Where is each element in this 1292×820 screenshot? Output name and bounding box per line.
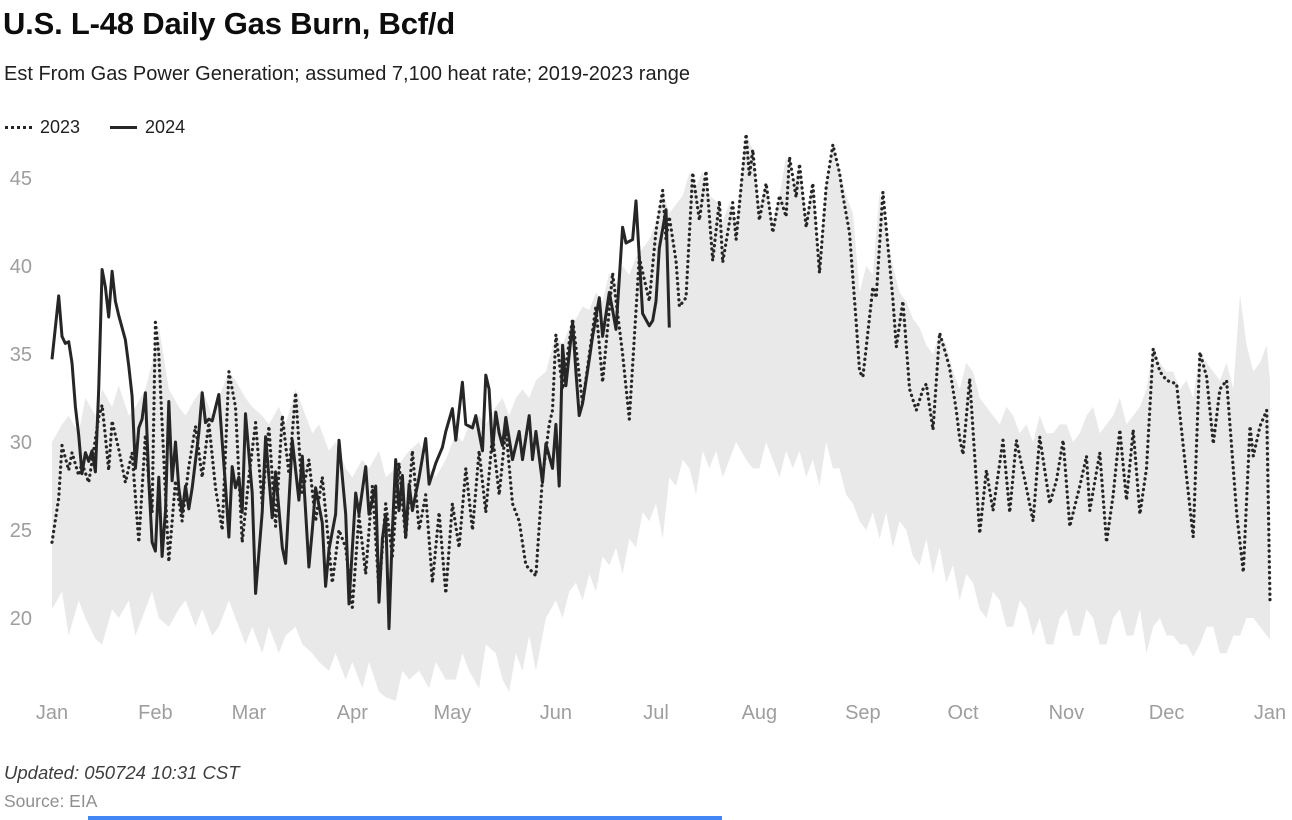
x-axis-tick-Dec: Dec [1149,702,1185,724]
legend-label-2023: 2023 [40,117,81,137]
legend-item-2023: 2023 [5,117,80,138]
y-axis-tick-45: 45 [10,168,32,190]
gas-burn-line-chart: Jan Feb Mar Apr May Jun Jul Aug Sep Oct Nov Dec Jan 2… [10,132,1286,724]
solid-line-swatch-icon [110,126,138,129]
x-axis-tick-May: May [434,702,472,724]
x-axis-tick-Jan: Jan [1254,702,1286,724]
x-axis-tick-Feb: Feb [138,702,172,724]
chart-subtitle: Est From Gas Power Generation; assumed 7… [4,63,690,85]
y-axis-tick-25: 25 [10,520,32,542]
range-band-2019-2023 [52,134,1270,701]
y-axis-tick-20: 20 [10,608,32,630]
chart-area: Jan Feb Mar Apr May Jun Jul Aug Sep Oct Nov Dec Jan 2… [10,132,1286,724]
x-axis-tick-Aug: Aug [742,702,778,724]
series-2023-line [50,132,1272,609]
x-axis-tick-Jan: Jan [36,702,68,724]
legend-item-2024: 2024 [110,117,185,138]
x-axis-tick-Oct: Oct [947,702,979,724]
x-axis-tick-Mar: Mar [232,702,267,724]
x-axis-tick-Apr: Apr [337,702,368,724]
y-axis-tick-40: 40 [10,256,32,278]
chart-legend: 2023 2024 [5,117,185,138]
y-axis-tick-30: 30 [10,432,32,454]
x-axis-tick-Jun: Jun [540,702,572,724]
series-2024-line [50,199,671,631]
x-axis-tick-Nov: Nov [1049,702,1085,724]
bottom-accent-bar [88,816,722,820]
x-axis-tick-Sep: Sep [845,702,881,724]
source-attribution: Source: EIA [4,791,98,811]
y-axis-tick-35: 35 [10,344,32,366]
page-title: U.S. L-48 Daily Gas Burn, Bcf/d [3,6,456,41]
x-axis-tick-Jul: Jul [643,702,669,724]
dotted-line-swatch-icon [5,126,32,129]
updated-timestamp: Updated: 050724 10:31 CST [4,762,240,783]
legend-label-2024: 2024 [145,117,186,137]
